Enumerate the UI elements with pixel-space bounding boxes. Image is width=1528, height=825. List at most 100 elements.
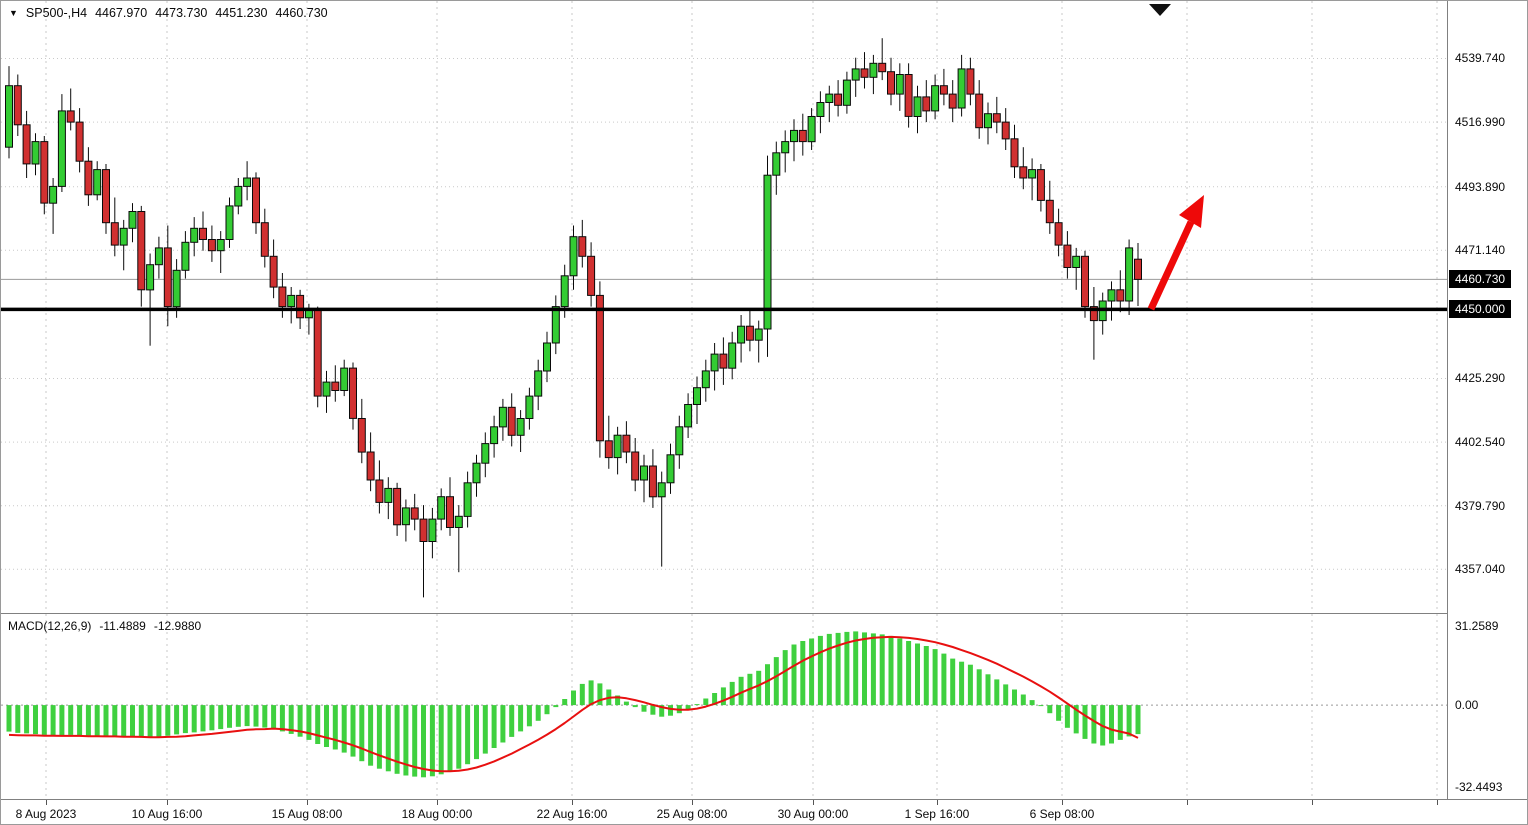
macd-histogram-bar [1109, 705, 1114, 744]
candle-body-up [93, 169, 102, 196]
candle-body-down [887, 71, 895, 95]
macd-histogram-bar [262, 705, 268, 728]
time-axis[interactable]: 8 Aug 2023 10 Aug 16:00 15 Aug 08:00 18 Aug… [1, 799, 1527, 824]
projection-arrow-head[interactable] [1179, 195, 1204, 228]
price-axis-label: 4493.890 [1455, 179, 1506, 194]
chart-shift-marker-icon[interactable] [1149, 4, 1171, 16]
candle-body-down [22, 124, 31, 165]
macd-histogram-bar [1029, 700, 1035, 706]
macd-histogram-bar [791, 644, 797, 706]
macd-histogram-bar [897, 638, 903, 706]
macd-histogram-bar [6, 705, 12, 732]
candle-body-up [243, 177, 252, 187]
candle-body-up [216, 239, 225, 252]
candle-body-up [701, 370, 710, 389]
macd-histogram-bar [1135, 705, 1141, 735]
candle-body-down [939, 85, 948, 95]
candle-body-up [666, 454, 675, 484]
candle-body-down [992, 113, 1001, 123]
candle-body-down [1010, 138, 1019, 168]
candle-body-down [110, 222, 119, 246]
candle-body-up [490, 426, 499, 445]
candle-body-up [428, 518, 437, 542]
legend-collapse-icon[interactable]: ▼ [9, 7, 18, 18]
candle-body-down [648, 465, 657, 498]
macd-histogram-bar [1073, 705, 1079, 734]
macd-histogram-bar [121, 705, 127, 737]
price-chart-canvas[interactable] [1, 1, 1447, 613]
macd-histogram-bar [447, 705, 453, 772]
macd-indicator-canvas[interactable] [1, 614, 1447, 798]
macd-histogram-bar [906, 641, 912, 706]
macd-histogram-bar [191, 705, 197, 733]
candle-body-up [154, 247, 163, 266]
time-axis-tick [692, 800, 693, 805]
macd-histogram-bar [218, 705, 224, 730]
candle-body-down [207, 239, 216, 252]
price-axis-label: 4471.140 [1455, 243, 1506, 258]
candle-body-down [278, 286, 287, 308]
candle-body-down [419, 518, 428, 542]
macd-histogram-bar [994, 679, 1000, 706]
macd-histogram-bar [306, 705, 312, 740]
time-axis-label: 25 Aug 08:00 [656, 807, 728, 821]
candle-body-down [163, 247, 172, 308]
macd-histogram-bar [562, 699, 568, 706]
candle-body-down [948, 93, 957, 109]
macd-histogram-bar [429, 705, 435, 777]
macd-histogram-bar [174, 705, 180, 735]
macd-histogram-bar [526, 705, 532, 727]
candle-body-up [57, 110, 66, 187]
candle-body-up [737, 325, 746, 344]
price-axis[interactable]: 4539.740 4516.990 4493.890 4471.140 4425.290… [1447, 1, 1527, 799]
candle-body-down [622, 434, 631, 453]
candle-body-down [75, 121, 84, 162]
macd-histogram-bar [341, 705, 347, 753]
macd-histogram-bar [94, 705, 100, 737]
candle-body-up [128, 211, 137, 229]
candle-body-up [340, 367, 349, 392]
candle-body-down [922, 96, 931, 112]
candle-body-down [40, 141, 49, 204]
candle-body-up [437, 496, 446, 520]
price-axis-label: 4425.290 [1455, 371, 1506, 386]
time-axis-tick [437, 800, 438, 805]
candle-body-up [560, 275, 569, 308]
macd-histogram-bar [138, 705, 144, 738]
candle-body-up [931, 85, 940, 112]
candle-body-up [869, 62, 878, 78]
candle-body-up [790, 129, 798, 143]
macd-histogram-bar [615, 695, 621, 706]
macd-histogram-bar [729, 681, 735, 706]
macd-histogram-bar [297, 705, 303, 737]
macd-histogram-bar [518, 705, 524, 732]
candle-body-down [719, 353, 728, 369]
candle-body-up [781, 141, 790, 154]
candle-body-up [754, 328, 763, 341]
macd-histogram-bar [703, 698, 709, 706]
candle-body-up [119, 227, 128, 246]
projection-arrow-shaft[interactable] [1147, 220, 1195, 311]
panel-separator[interactable] [1, 613, 1527, 614]
macd-histogram-bar [817, 635, 823, 706]
macd-histogram-bar [809, 638, 815, 706]
macd-histogram-bar [782, 650, 788, 706]
candle-body-up [693, 387, 701, 406]
macd-histogram-bar [844, 631, 850, 706]
candle-body-down [1019, 166, 1028, 179]
macd-histogram-bar [1012, 689, 1017, 706]
macd-histogram-bar [421, 705, 426, 778]
macd-histogram-bar [156, 705, 162, 737]
macd-signal-value: -12.9880 [153, 619, 202, 633]
macd-histogram-bar [756, 670, 762, 706]
candle-body-down [269, 255, 278, 288]
candle-body-up [763, 174, 772, 330]
macd-histogram-bar [1126, 705, 1132, 737]
time-axis-tick [1062, 800, 1063, 805]
macd-histogram-bar [85, 705, 91, 736]
macd-name-label: MACD(12,26,9) [8, 619, 92, 633]
candle-body-down [393, 487, 402, 526]
time-axis-label: 6 Sep 08:00 [1029, 807, 1095, 821]
macd-histogram-bar [668, 705, 673, 716]
candle-body-up [401, 507, 410, 526]
